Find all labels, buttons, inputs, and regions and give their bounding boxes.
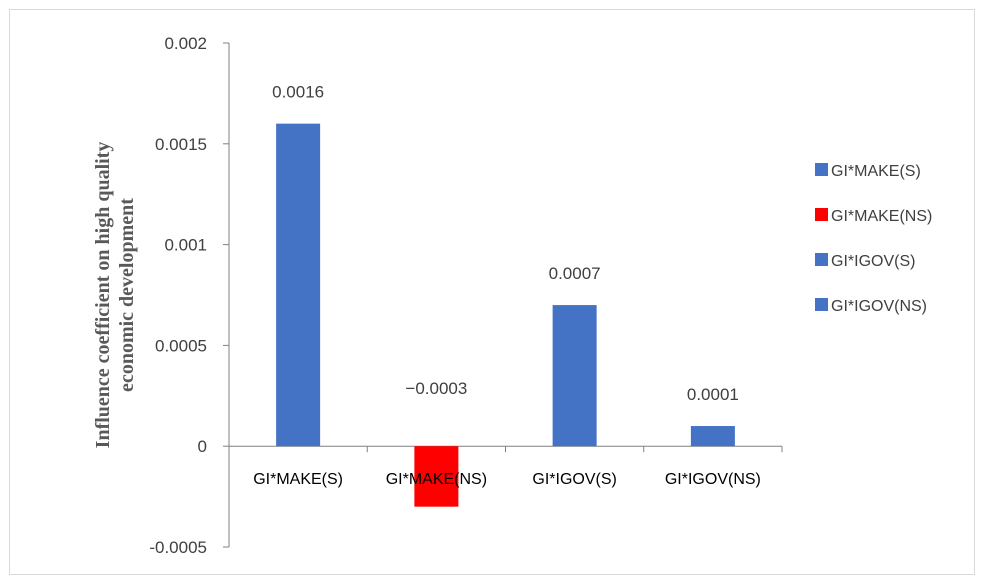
bar-gi-igov-ns- bbox=[690, 426, 735, 447]
x-category-label: GI*IGOV(S) bbox=[532, 471, 616, 488]
legend-label: GI*IGOV(NS) bbox=[831, 298, 927, 315]
x-category-label: GI*MAKE(S) bbox=[253, 471, 343, 488]
legend-swatch bbox=[815, 298, 828, 311]
data-label: 0.0016 bbox=[272, 83, 324, 102]
y-tick-label: -0.0005 bbox=[149, 538, 207, 557]
legend-swatch bbox=[815, 163, 828, 176]
data-label: 0.0007 bbox=[549, 264, 601, 283]
legend-swatch bbox=[815, 253, 828, 266]
y-tick-label: 0.0015 bbox=[155, 135, 207, 154]
legend-swatch bbox=[815, 208, 828, 221]
y-tick-label: 0.0005 bbox=[155, 336, 207, 355]
bar-gi-igov-s- bbox=[552, 305, 597, 447]
legend-label: GI*MAKE(S) bbox=[831, 163, 921, 180]
y-tick-label: 0 bbox=[198, 437, 207, 456]
bar-gi-make-s- bbox=[276, 123, 321, 447]
bar-gi-make-ns- bbox=[414, 446, 459, 507]
y-axis-title: economic development bbox=[116, 198, 138, 392]
data-label: 0.0001 bbox=[687, 385, 739, 404]
data-label: −0.0003 bbox=[405, 379, 467, 398]
y-tick-label: 0.001 bbox=[164, 236, 207, 255]
y-axis-title: Influence coefficient on high quality bbox=[92, 142, 114, 449]
legend-label: GI*IGOV(S) bbox=[831, 253, 915, 270]
x-category-label: GI*IGOV(NS) bbox=[665, 471, 761, 488]
x-category-label: GI*MAKE(NS) bbox=[386, 471, 487, 488]
chart-frame bbox=[9, 9, 975, 575]
y-tick-label: 0.002 bbox=[164, 34, 207, 53]
legend-label: GI*MAKE(NS) bbox=[831, 208, 932, 225]
